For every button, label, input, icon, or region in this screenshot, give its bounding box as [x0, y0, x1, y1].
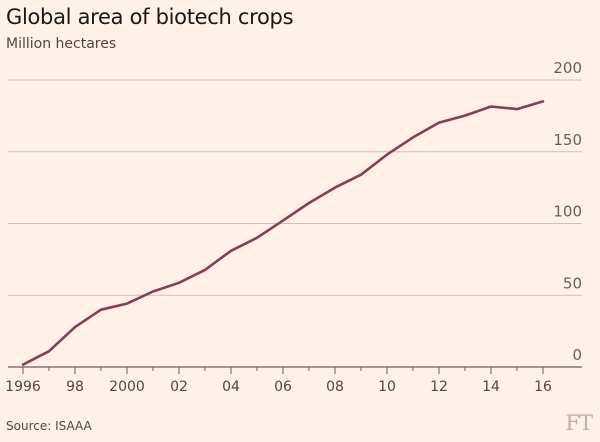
y-tick-label-150: 150 — [553, 131, 582, 149]
x-tick-label-1998: 98 — [66, 379, 84, 395]
x-tick-label-2002: 02 — [170, 379, 188, 395]
series-line-0 — [21, 100, 545, 366]
x-tick-label-1996: 1996 — [5, 379, 41, 395]
x-tick-label-2006: 06 — [274, 379, 292, 395]
x-tick-label-2004: 04 — [222, 379, 240, 395]
y-tick-label-0: 0 — [572, 346, 582, 364]
ft-logo: FT — [565, 411, 593, 435]
chart-subtitle: Million hectares — [6, 36, 117, 52]
x-tick-label-2014: 14 — [482, 379, 500, 395]
y-tick-label-100: 100 — [553, 203, 582, 221]
y-tick-label-50: 50 — [563, 274, 582, 292]
y-tick-label-200: 200 — [553, 59, 582, 77]
x-tick-label-2000: 2000 — [109, 379, 145, 395]
x-tick-label-2008: 08 — [326, 379, 344, 395]
x-tick-label-2012: 12 — [430, 379, 448, 395]
source-note: Source: ISAAA — [6, 419, 92, 433]
x-tick-label-2010: 10 — [378, 379, 396, 395]
chart-title: Global area of biotech crops — [6, 5, 294, 29]
x-tick-label-2016: 16 — [534, 379, 552, 395]
